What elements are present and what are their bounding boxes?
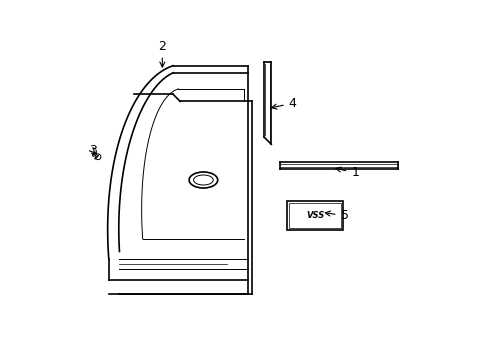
Bar xyxy=(288,203,340,228)
Text: 1: 1 xyxy=(335,166,359,179)
Text: 3: 3 xyxy=(88,144,97,157)
Text: 2: 2 xyxy=(158,40,166,67)
Bar xyxy=(287,202,342,230)
Text: 5: 5 xyxy=(325,209,348,222)
Text: 4: 4 xyxy=(271,97,296,110)
Text: VSS: VSS xyxy=(305,211,324,220)
